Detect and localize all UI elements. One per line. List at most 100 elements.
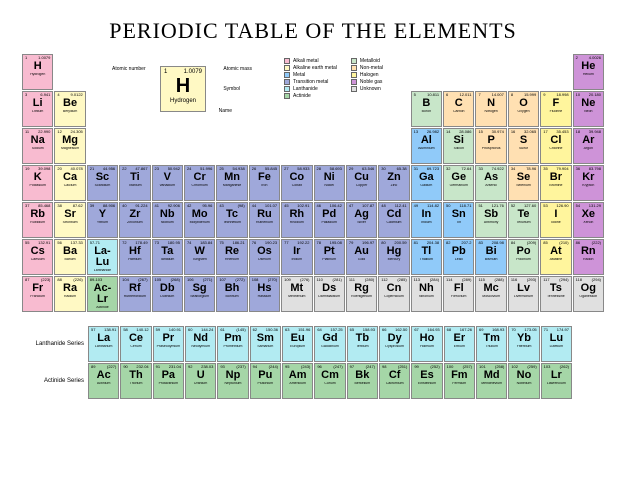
element-cell: 109(276)MtMeitnerium: [281, 276, 312, 312]
element-cell: 43(98)TcTechnetium: [216, 202, 247, 238]
element-cell: 3988.906YYttrium: [87, 202, 118, 238]
element-cell: 50118.71SnTin: [443, 202, 474, 238]
element-cell: 54131.29XeXenon: [573, 202, 604, 238]
element-cell: 2655.845FeIron: [249, 165, 280, 201]
element-cell: 49.0122BeBeryllium: [54, 91, 85, 127]
element-cell: 77192.22IrIridium: [281, 239, 312, 275]
element-cell: 66162.50DyDysprosium: [379, 326, 410, 362]
element-cell: 3169.723GaGallium: [411, 165, 442, 201]
element-cell: 2144.956ScScandium: [87, 165, 118, 201]
element-cell: 11.0079HHydrogen: [22, 54, 53, 90]
element-cell: 102(259)NoNobelium: [508, 363, 539, 399]
element-cell: 1735.453ClChlorine: [540, 128, 571, 164]
element-cell: 2451.996CrChromium: [184, 165, 215, 201]
element-cell: 114(289)FlFlerovium: [443, 276, 474, 312]
element-cell: 53126.90IIodine: [540, 202, 571, 238]
element-cell: 87(223)FrFrancium: [22, 276, 53, 312]
element-cell: 73180.95TaTantalum: [152, 239, 183, 275]
element-cell: 76190.23OsOsmium: [249, 239, 280, 275]
element-cell: 95(243)AmAmericium: [282, 363, 313, 399]
element-cell: 113(284)NhNihonium: [411, 276, 442, 312]
element-cell: 84(209)PoPolonium: [508, 239, 539, 275]
element-cell: 85(210)AtAstatine: [540, 239, 571, 275]
element-cell: 92238.03UUranium: [185, 363, 216, 399]
element-cell: 91231.04PaProtactinium: [153, 363, 184, 399]
element-cell: 78195.08PtPlatinum: [314, 239, 345, 275]
element-cell: 46106.42PdPalladium: [314, 202, 345, 238]
periodic-table-grid: 11.0079HHydrogen 24.0026HeHelium 36.941LiL…: [22, 54, 604, 312]
element-cell: 94(244)PuPlutonium: [250, 363, 281, 399]
element-cell: 1428.086SiSilicon: [443, 128, 474, 164]
element-cell: 36.941LiLithium: [22, 91, 53, 127]
element-cell: 714.007NNitrogen: [475, 91, 506, 127]
element-cell: 112(285)CnCopernicium: [378, 276, 409, 312]
actinide-row: 89(227)AcActinium90232.04ThThorium91231.…: [88, 363, 572, 399]
element-cell: 117(294)TsTennessine: [540, 276, 571, 312]
element-cell: 1020.180NeNeon: [573, 91, 604, 127]
element-cell: 612.011CCarbon: [443, 91, 474, 127]
element-cell: 79196.97AuGold: [346, 239, 377, 275]
element-cell: 101(258)MdMendelevium: [476, 363, 507, 399]
element-cell: 44101.07RuRuthenium: [249, 202, 280, 238]
actinide-label: Actinide Series: [22, 378, 84, 385]
element-cell: 81204.38TlThallium: [411, 239, 442, 275]
element-cell: 111(280)RgRoentgenium: [346, 276, 377, 312]
element-cell: 56137.33BaBarium: [54, 239, 85, 275]
element-cell: 75186.21ReRhenium: [216, 239, 247, 275]
element-cell: 71174.97LuLutetium: [541, 326, 572, 362]
element-cell: 58140.12CeCerium: [120, 326, 151, 362]
element-cell: 3683.798KrKrypton: [573, 165, 604, 201]
element-cell: 57138.91LaLanthanum: [88, 326, 119, 362]
element-cell: 3478.96SeSelenium: [508, 165, 539, 201]
element-cell: 97(247)BkBerkelium: [347, 363, 378, 399]
element-cell: 4192.906NbNiobium: [152, 202, 183, 238]
element-cell: 64157.25GdGadolinium: [314, 326, 345, 362]
element-cell: 3579.904BrBromine: [540, 165, 571, 201]
element-cell: 115(288)McMoscovium: [475, 276, 506, 312]
element-cell: 3065.38ZnZinc: [378, 165, 409, 201]
element-cell: 47107.87AgSilver: [346, 202, 377, 238]
element-cell: 61(145)PmPromethium: [217, 326, 248, 362]
element-cell: 2858.693NiNickel: [314, 165, 345, 201]
element-cell: 45102.91RhRhodium: [281, 202, 312, 238]
element-cell: 2758.933CoCobalt: [281, 165, 312, 201]
element-cell: 62150.36SmSamarium: [250, 326, 281, 362]
element-cell: 118(294)OgOganesson: [573, 276, 604, 312]
element-cell: 1839.948ArArgon: [573, 128, 604, 164]
element-cell: 1939.098KPotassium: [22, 165, 53, 201]
element-cell: 2963.546CuCopper: [346, 165, 377, 201]
element-cell: 1326.982AlAluminium: [411, 128, 442, 164]
lanthanide-row: 57138.91LaLanthanum58140.12CeCerium59140…: [88, 326, 572, 362]
element-cell: 3272.64GeGermanium: [443, 165, 474, 201]
element-cell: 63151.96EuEuropium: [282, 326, 313, 362]
element-cell: 510.811BBoron: [411, 91, 442, 127]
element-cell: 59140.91PrPraseodymium: [153, 326, 184, 362]
element-cell: 67164.93HoHolmium: [411, 326, 442, 362]
element-cell: 918.998FFluorine: [540, 91, 571, 127]
element-cell: 1530.974PPhosphorus: [475, 128, 506, 164]
element-cell: 60144.24NdNeodymium: [185, 326, 216, 362]
page-title: PERIODIC TABLE OF THE ELEMENTS: [0, 0, 626, 54]
element-cell: 2247.867TiTitanium: [119, 165, 150, 201]
element-cell: 2040.078CaCalcium: [54, 165, 85, 201]
element-cell: 57-71La-LuLanthanide: [87, 239, 118, 275]
element-cell: 93(237)NpNeptunium: [217, 363, 248, 399]
element-cell: 51121.76SbAntimony: [475, 202, 506, 238]
element-cell: 65158.93TbTerbium: [347, 326, 378, 362]
element-cell: 99(252)EsEinsteinium: [411, 363, 442, 399]
element-cell: 96(247)CmCurium: [314, 363, 345, 399]
element-cell: 70173.05YbYtterbium: [508, 326, 539, 362]
element-cell: 86(222)RnRadon: [573, 239, 604, 275]
element-cell: 24.0026HeHelium: [573, 54, 604, 90]
element-cell: 90232.04ThThorium: [120, 363, 151, 399]
element-cell: 108(270)HsHassium: [249, 276, 280, 312]
element-cell: 4295.96MoMolybdenum: [184, 202, 215, 238]
element-cell: 3374.922AsArsenic: [475, 165, 506, 201]
element-cell: 89-103Ac-LrActinide: [87, 276, 118, 312]
element-cell: 103(262)LrLawrencium: [541, 363, 572, 399]
element-cell: 80200.59HgMercury: [378, 239, 409, 275]
element-cell: 82207.2PbLead: [443, 239, 474, 275]
element-cell: 83208.98BiBismuth: [475, 239, 506, 275]
element-cell: 107(272)BhBohrium: [216, 276, 247, 312]
element-cell: 98(251)CfCalifornium: [379, 363, 410, 399]
